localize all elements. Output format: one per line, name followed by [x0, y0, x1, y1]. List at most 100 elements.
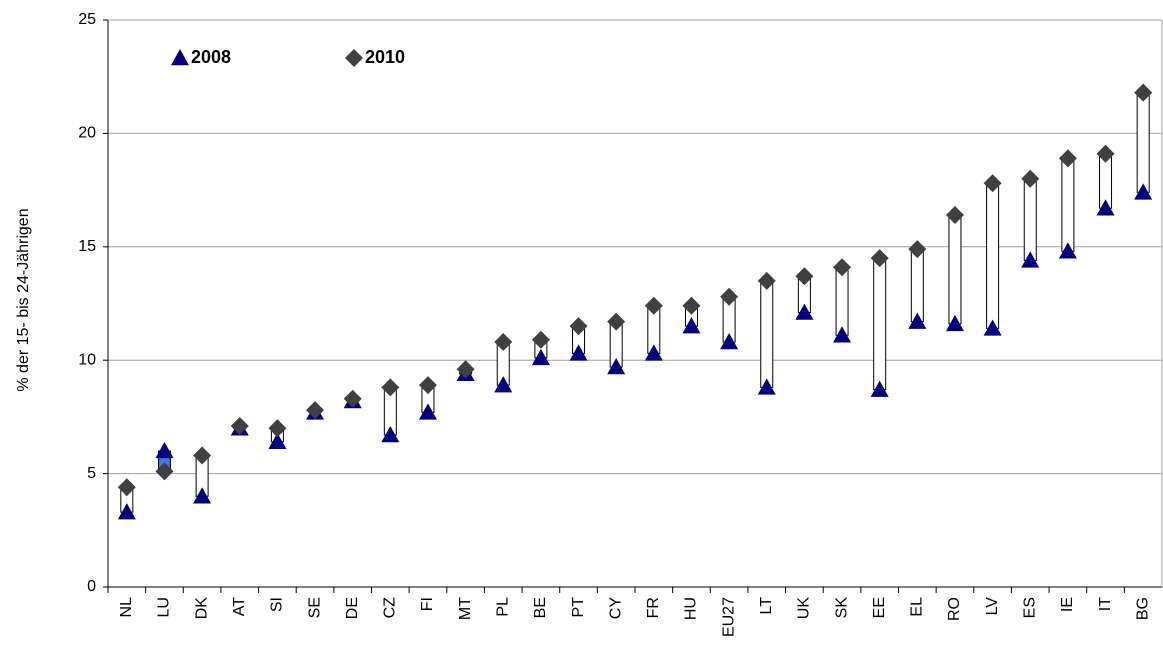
y-tick-label: 20: [78, 125, 96, 142]
triangle-marker: [682, 317, 701, 334]
x-tick-label: PT: [570, 597, 587, 618]
x-tick-label: LU: [156, 597, 173, 617]
diamond-marker: [193, 446, 212, 465]
triangle-marker: [1096, 199, 1115, 216]
x-tick-label: MT: [457, 597, 474, 620]
x-tick-label: FI: [419, 597, 436, 611]
legend-marker: [345, 49, 363, 67]
triangle-marker: [833, 326, 852, 343]
x-tick-label: SK: [833, 597, 850, 619]
x-tick-label: HU: [683, 597, 700, 620]
diamond-marker: [569, 317, 588, 336]
diamond-marker: [306, 401, 325, 420]
legend-marker: [171, 49, 189, 66]
triangle-marker: [381, 426, 400, 443]
triangle-marker: [983, 319, 1002, 336]
x-tick-label: AT: [231, 597, 248, 616]
diamond-marker: [494, 333, 513, 352]
diamond-marker: [644, 296, 663, 315]
triangle-marker: [494, 376, 513, 393]
y-tick-label: 0: [87, 578, 96, 595]
range-bar: [873, 257, 887, 391]
x-tick-label: DK: [193, 597, 210, 620]
triangle-marker: [1058, 242, 1077, 259]
x-tick-label: BE: [532, 597, 549, 618]
range-bar: [1061, 157, 1075, 252]
y-tick-label: 10: [78, 351, 96, 368]
diamond-marker: [155, 462, 174, 481]
diamond-marker: [795, 267, 814, 286]
diamond-marker: [381, 378, 400, 397]
range-bar: [1023, 178, 1037, 261]
x-tick-label: NL: [118, 597, 135, 618]
x-tick-label: EE: [871, 597, 888, 618]
triangle-marker: [418, 403, 437, 420]
diamond-marker: [1058, 149, 1077, 168]
x-tick-label: EU27: [720, 597, 737, 637]
legend-text: 2008: [191, 47, 231, 67]
x-tick-label: LT: [758, 597, 775, 615]
y-tick-label: 25: [78, 11, 96, 28]
diamond-marker: [945, 206, 964, 225]
y-tick-label: 15: [78, 238, 96, 255]
diamond-marker: [531, 330, 550, 349]
triangle-marker: [945, 314, 964, 332]
triangle-marker: [644, 344, 663, 361]
x-tick-label: RO: [946, 597, 963, 621]
diamond-marker: [833, 258, 852, 277]
diamond-marker: [230, 416, 249, 435]
x-tick-label: IT: [1097, 597, 1114, 611]
x-tick-label: EL: [909, 597, 926, 617]
diamond-marker: [983, 174, 1002, 193]
x-tick-label: IE: [1059, 597, 1076, 612]
diamond-marker: [1021, 169, 1040, 188]
diamond-marker: [268, 419, 287, 438]
x-tick-label: DE: [344, 597, 361, 619]
x-tick-label: SI: [269, 597, 286, 612]
diamond-marker: [117, 478, 136, 497]
triangle-marker: [757, 378, 776, 395]
diamond-marker: [720, 287, 739, 306]
range-bar: [986, 182, 1000, 329]
triangle-marker: [720, 333, 739, 350]
diamond-marker: [1134, 83, 1153, 102]
diamond-marker: [607, 312, 626, 331]
triangle-marker: [569, 344, 588, 361]
triangle-marker: [795, 303, 814, 320]
triangle-marker: [117, 503, 136, 520]
x-tick-label: CZ: [382, 597, 399, 619]
triangle-marker: [531, 348, 550, 366]
triangle-marker: [1134, 183, 1153, 200]
x-tick-label: SE: [306, 597, 323, 618]
diamond-marker: [757, 271, 776, 290]
triangle-marker: [155, 441, 174, 459]
x-tick-label: LV: [984, 597, 1001, 616]
x-tick-label: PL: [494, 597, 511, 617]
range-bar: [910, 248, 924, 323]
range-bar: [948, 214, 962, 325]
triangle-marker: [607, 358, 626, 375]
legend-text: 2010: [365, 47, 405, 67]
diamond-marker: [870, 249, 889, 268]
x-tick-label: BG: [1134, 597, 1151, 620]
x-tick-label: UK: [796, 597, 813, 620]
x-tick-label: ES: [1021, 597, 1038, 618]
diamond-marker: [456, 360, 475, 379]
triangle-marker: [1021, 251, 1040, 268]
triangle-marker: [908, 312, 927, 329]
diamond-marker: [908, 240, 927, 259]
y-axis-label: % der 15- bis 24-Jährigen: [15, 208, 32, 391]
diamond-marker: [682, 296, 701, 315]
range-bar: [760, 280, 774, 388]
x-tick-label: FR: [645, 597, 662, 618]
x-tick-label: CY: [607, 597, 624, 620]
triangle-marker: [268, 432, 287, 450]
range-bar: [1136, 92, 1150, 193]
diamond-marker: [343, 389, 362, 408]
triangle-marker: [193, 487, 212, 504]
diamond-marker: [418, 376, 437, 395]
y-tick-label: 5: [87, 465, 96, 482]
diamond-marker: [1096, 144, 1115, 163]
triangle-marker: [870, 380, 889, 397]
